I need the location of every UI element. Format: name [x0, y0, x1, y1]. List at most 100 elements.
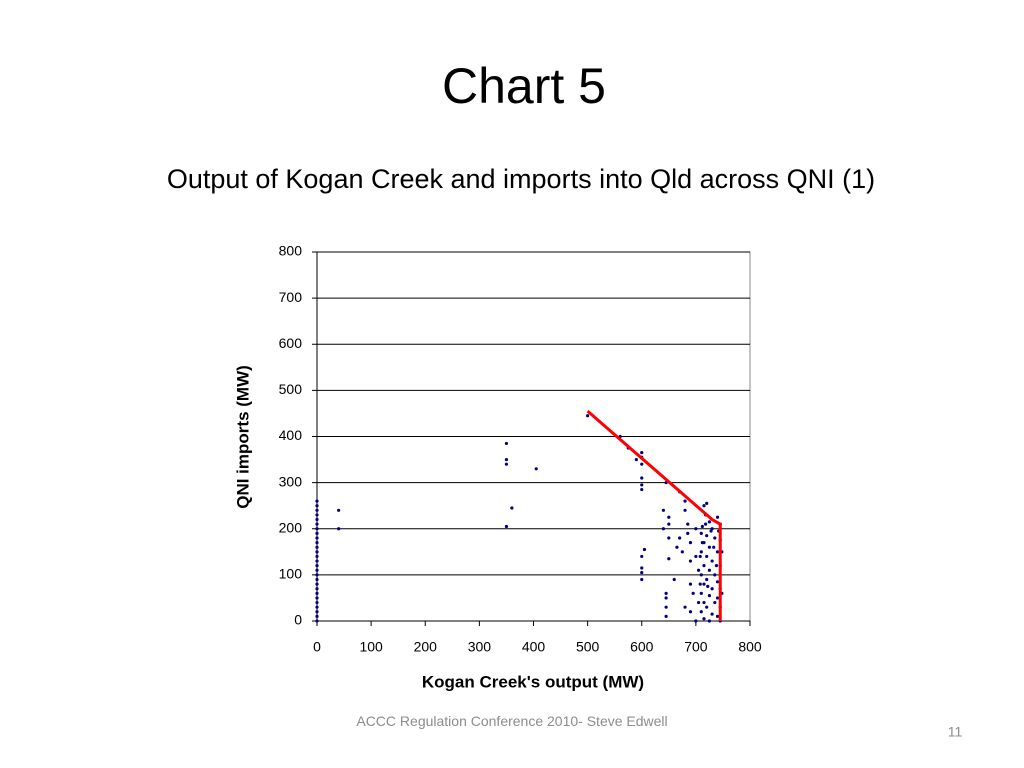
scatter-point	[510, 506, 514, 510]
scatter-point	[640, 462, 644, 466]
scatter-point	[702, 582, 706, 586]
scatter-point	[315, 587, 319, 591]
footer-box: ACCC Regulation Conference 2010- Steve E…	[356, 713, 668, 729]
scatter-point	[315, 614, 319, 618]
scatter-point	[315, 522, 319, 526]
scatter-point	[702, 564, 706, 568]
scatter-point	[640, 577, 644, 582]
scatter-point	[315, 582, 319, 586]
scatter-point	[315, 545, 319, 549]
scatter-point	[712, 545, 716, 549]
scatter-point	[713, 536, 717, 540]
scatter-point	[504, 462, 509, 466]
scatter-point	[315, 540, 319, 545]
scatter-point	[707, 520, 712, 524]
y-tick-label: 500	[279, 381, 303, 397]
scatter-point	[667, 557, 671, 561]
y-tick-label: 200	[279, 519, 303, 535]
scatter-point	[705, 554, 709, 559]
scatter-point	[534, 467, 538, 471]
scatter-point	[337, 508, 341, 512]
x-tick-label: 200	[414, 639, 438, 655]
footer: ACCC Regulation Conference 2010- Steve E…	[356, 713, 668, 729]
scatter-point	[715, 580, 720, 584]
scatter-point	[699, 591, 703, 595]
scatter-point	[698, 582, 702, 586]
scatter-point	[664, 591, 668, 595]
scatter-point	[664, 605, 668, 609]
scatter-point	[683, 499, 687, 503]
scatter-point	[715, 515, 720, 519]
scatter-point	[696, 568, 701, 572]
scatter-point	[586, 414, 590, 418]
x-tick-label: 100	[359, 639, 383, 655]
scatter-point	[688, 610, 693, 614]
scatter-point	[634, 457, 638, 462]
scatter-point	[664, 614, 668, 618]
scatter-point	[696, 600, 701, 605]
scatter-point	[640, 554, 644, 559]
scatter-point	[315, 504, 319, 508]
scatter-point	[315, 527, 319, 531]
scatter-point	[694, 527, 698, 531]
x-tick-label: 800	[738, 639, 762, 655]
scatter-point	[709, 529, 713, 533]
scatter-point	[713, 600, 717, 605]
scatter-point	[707, 594, 712, 598]
y-tick-label: 400	[279, 427, 303, 443]
scatter-point	[315, 499, 319, 503]
scatter-point	[707, 545, 712, 549]
y-tick-label: 0	[294, 612, 302, 628]
scatter-point	[686, 522, 690, 526]
scatter-point	[699, 573, 703, 577]
x-axis-title: Kogan Creek's output (MW)	[422, 672, 644, 691]
scatter-point	[315, 508, 319, 512]
scatter-point	[702, 600, 706, 605]
scatter-point	[661, 527, 666, 531]
scatter-point	[640, 570, 644, 575]
scatter-point	[315, 568, 319, 572]
scatter-point	[667, 515, 671, 519]
x-tick-label: 600	[630, 639, 654, 655]
x-tick-label: 300	[468, 639, 492, 655]
y-tick-label: 800	[279, 243, 303, 259]
y-axis-title: QNI imports (MW)	[233, 365, 252, 509]
page-number: 11	[948, 724, 963, 740]
scatter-point	[700, 524, 704, 529]
scatter-point	[702, 617, 706, 621]
scatter-point	[699, 610, 703, 614]
scatter-point	[315, 619, 319, 623]
scatter-point	[315, 573, 319, 577]
scatter-point	[715, 596, 720, 600]
scatter-point	[694, 619, 698, 623]
scatter-point	[667, 536, 671, 540]
scatter-point	[675, 545, 679, 549]
scatter-point	[715, 550, 720, 554]
chart-title: Output of Kogan Creek and imports into Q…	[167, 164, 875, 194]
scatter-point	[315, 517, 319, 522]
scatter-point	[640, 451, 644, 455]
x-tick-label: 700	[684, 639, 708, 655]
scatter-point	[315, 596, 319, 600]
scatter-point	[315, 554, 319, 559]
scatter-point	[702, 504, 706, 508]
scatter-point	[640, 487, 644, 492]
y-tick-label: 100	[279, 566, 303, 582]
scatter-point	[315, 550, 319, 554]
scatter-point	[713, 573, 717, 577]
scatter-point	[700, 540, 704, 545]
x-tick-label: 0	[313, 639, 321, 655]
scatter-point	[664, 596, 668, 600]
scatter-point	[698, 554, 702, 559]
scatter-point	[707, 619, 712, 623]
scatter-point	[710, 587, 714, 591]
scatter-point	[315, 536, 319, 540]
scatter-point	[640, 476, 644, 480]
scatter-point	[640, 483, 644, 487]
scatter-point	[504, 441, 509, 446]
scatter-point	[337, 527, 341, 531]
fit-line	[586, 409, 722, 621]
scatter-point	[667, 522, 671, 526]
